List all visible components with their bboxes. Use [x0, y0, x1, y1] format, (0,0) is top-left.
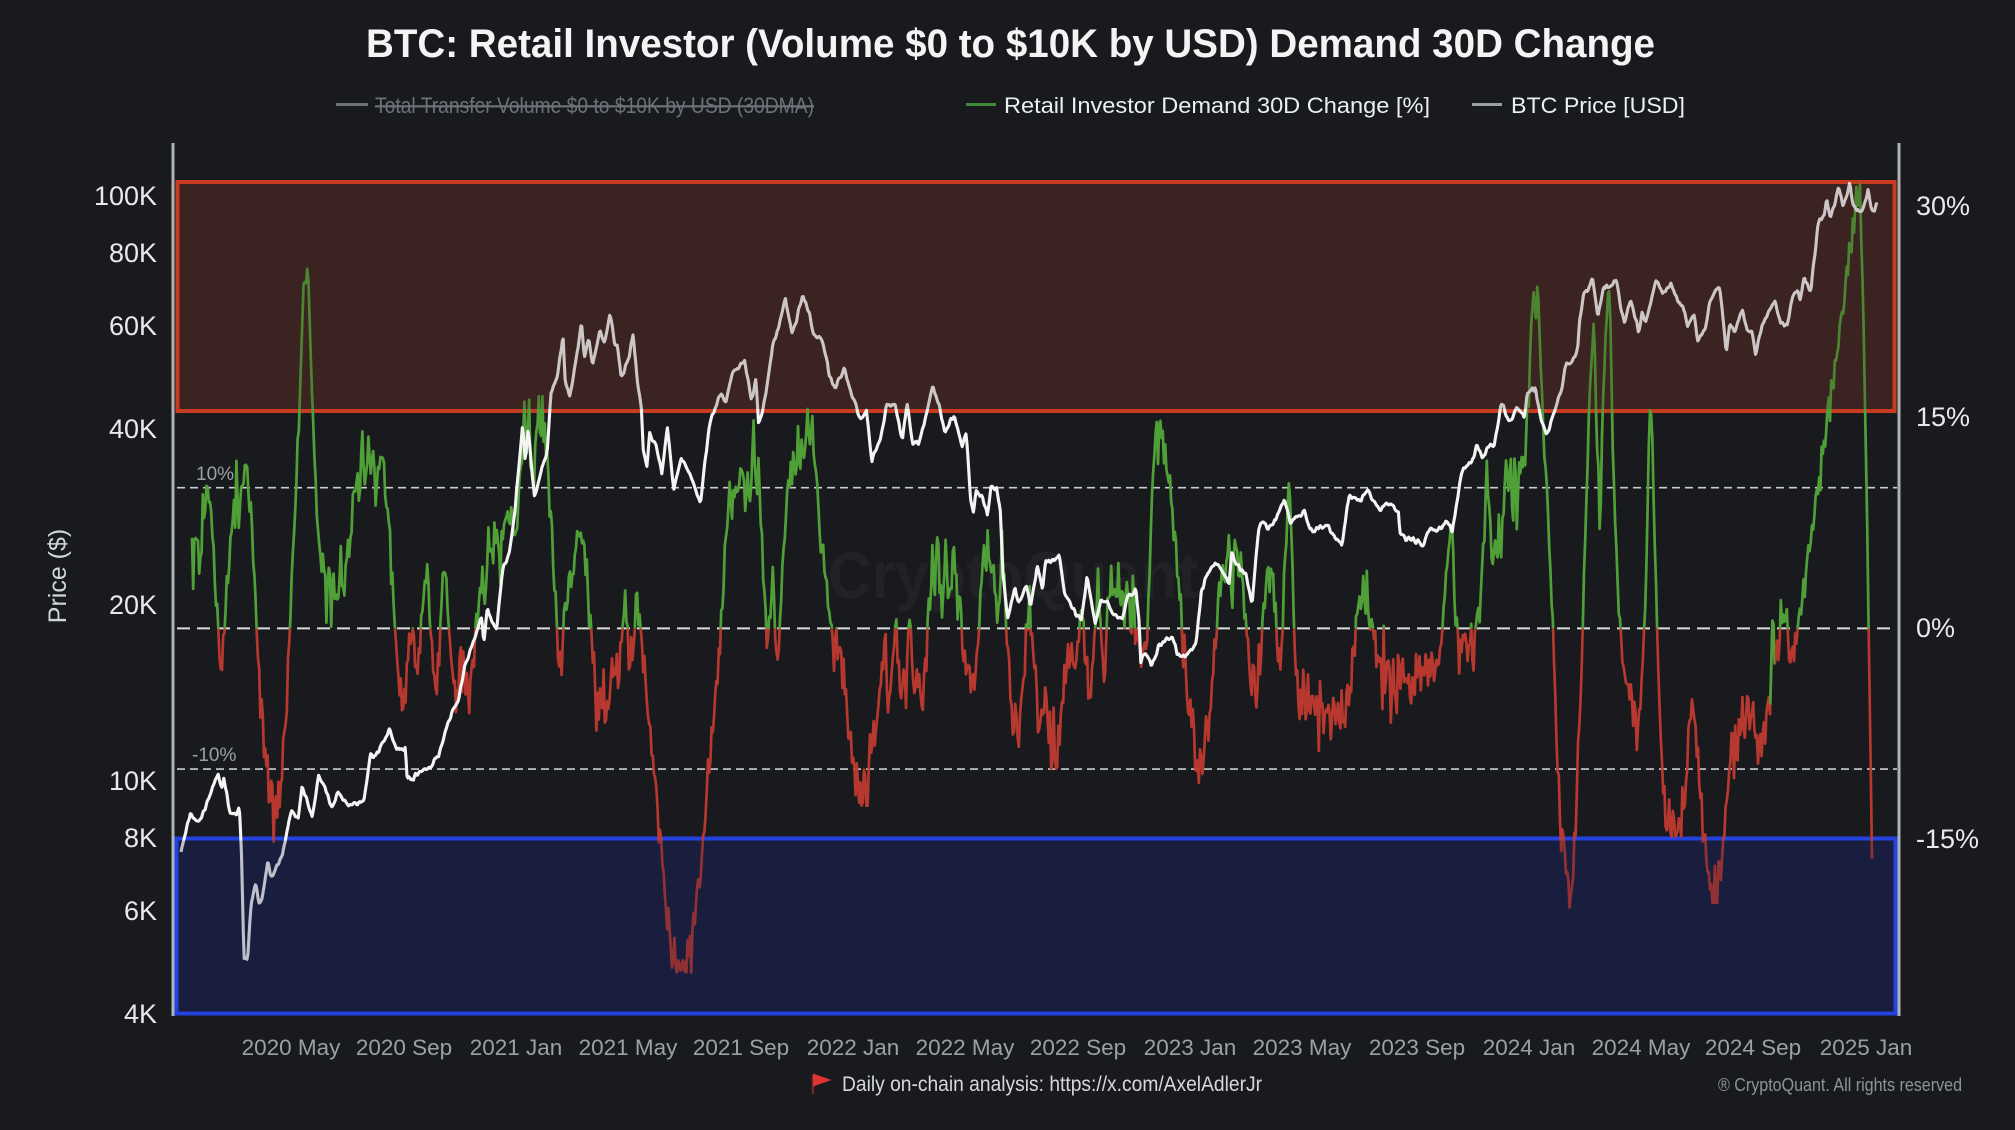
svg-text:10%: 10%	[196, 464, 234, 485]
svg-text:® CryptoQuant. All rights rese: ® CryptoQuant. All rights reserved	[1718, 1075, 1962, 1095]
svg-text:2022 Sep: 2022 Sep	[1030, 1035, 1126, 1060]
svg-text:Retail Investor Demand 30D Cha: Retail Investor Demand 30D Change [%]	[1004, 93, 1430, 118]
svg-text:-15%: -15%	[1916, 824, 1979, 854]
svg-text:2024 May: 2024 May	[1592, 1035, 1692, 1060]
svg-text:Price ($): Price ($)	[44, 529, 72, 623]
svg-text:2023 May: 2023 May	[1253, 1035, 1353, 1060]
svg-text:BTC: Retail Investor (Volume $: BTC: Retail Investor (Volume $0 to $10K …	[366, 22, 1655, 66]
svg-text:6K: 6K	[124, 896, 157, 926]
svg-text:BTC Price [USD]: BTC Price [USD]	[1511, 93, 1685, 118]
svg-text:15%: 15%	[1916, 402, 1970, 432]
svg-text:Daily on-chain analysis: https: Daily on-chain analysis: https://x.com/A…	[842, 1073, 1262, 1096]
svg-text:100K: 100K	[94, 181, 157, 211]
svg-text:40K: 40K	[109, 414, 157, 444]
svg-text:-10%: -10%	[192, 745, 236, 766]
svg-text:80K: 80K	[109, 238, 157, 268]
svg-text:0%: 0%	[1916, 613, 1955, 643]
svg-text:2020 May: 2020 May	[242, 1035, 342, 1060]
svg-text:4K: 4K	[124, 999, 157, 1029]
svg-text:2020 Sep: 2020 Sep	[356, 1035, 452, 1060]
svg-text:2025 Jan: 2025 Jan	[1820, 1035, 1913, 1060]
svg-text:2021 Jan: 2021 Jan	[470, 1035, 563, 1060]
svg-text:Total Transfer Volume $0 to $1: Total Transfer Volume $0 to $10K by USD …	[375, 93, 814, 118]
svg-text:2023 Sep: 2023 Sep	[1369, 1035, 1465, 1060]
svg-text:2022 May: 2022 May	[916, 1035, 1016, 1060]
svg-text:2022 Jan: 2022 Jan	[807, 1035, 900, 1060]
svg-text:2024 Sep: 2024 Sep	[1705, 1035, 1801, 1060]
svg-text:2024 Jan: 2024 Jan	[1483, 1035, 1576, 1060]
svg-text:30%: 30%	[1916, 191, 1970, 221]
svg-text:10K: 10K	[109, 766, 157, 796]
svg-text:8K: 8K	[124, 823, 157, 853]
svg-text:60K: 60K	[109, 311, 157, 341]
svg-text:2021 Sep: 2021 Sep	[693, 1035, 789, 1060]
svg-text:2021 May: 2021 May	[579, 1035, 679, 1060]
svg-text:2023 Jan: 2023 Jan	[1144, 1035, 1237, 1060]
svg-text:20K: 20K	[109, 590, 157, 620]
